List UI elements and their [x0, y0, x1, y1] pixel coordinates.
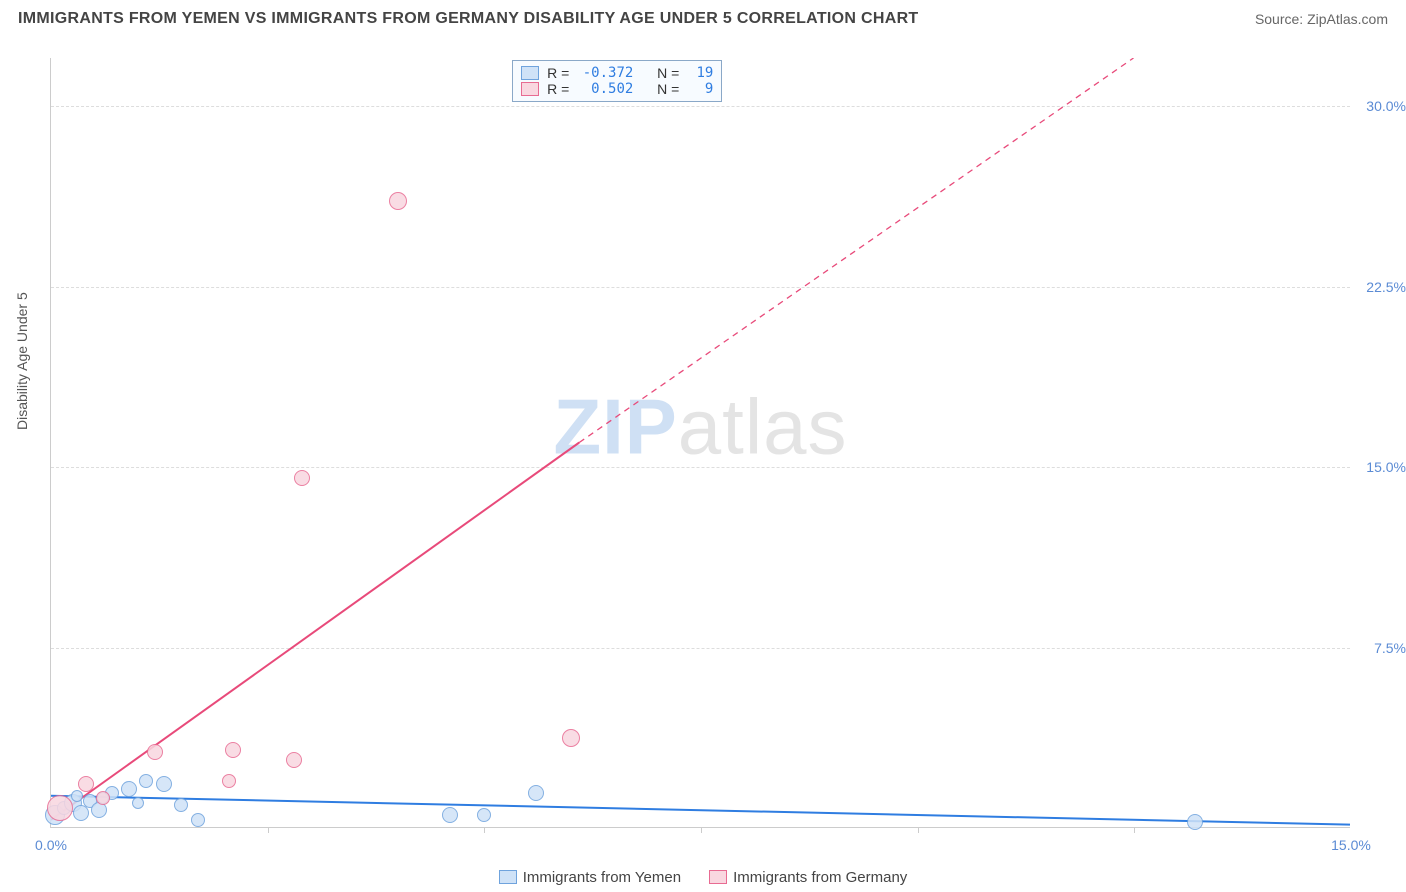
legend-label: Immigrants from Yemen — [523, 869, 681, 886]
legend-swatch — [709, 870, 727, 884]
data-point — [174, 798, 188, 812]
data-point — [389, 192, 407, 210]
x-tick-label: 15.0% — [1331, 837, 1371, 853]
data-point — [139, 774, 153, 788]
data-point — [294, 470, 310, 486]
gridline — [51, 287, 1350, 288]
data-point — [286, 752, 302, 768]
legend-label: Immigrants from Germany — [733, 869, 907, 886]
y-tick-label: 30.0% — [1354, 98, 1406, 114]
n-label: N = — [657, 65, 679, 81]
n-value: 19 — [687, 65, 713, 81]
data-point — [71, 790, 83, 802]
legend-item: Immigrants from Yemen — [499, 869, 681, 886]
y-tick-label: 22.5% — [1354, 279, 1406, 295]
legend-swatch — [521, 82, 539, 96]
gridline — [51, 467, 1350, 468]
watermark: ZIPatlas — [553, 382, 847, 473]
data-point — [225, 742, 241, 758]
chart-source: Source: ZipAtlas.com — [1255, 11, 1388, 27]
y-tick-label: 7.5% — [1354, 640, 1406, 656]
legend-swatch — [499, 870, 517, 884]
legend-stat-row: R = 0.502 N = 9 — [521, 81, 713, 97]
data-point — [147, 744, 163, 760]
x-tick-mark — [484, 827, 485, 833]
x-tick-mark — [918, 827, 919, 833]
gridline — [51, 648, 1350, 649]
data-point — [222, 774, 236, 788]
chart-plot-area: ZIPatlas 7.5%15.0%22.5%30.0%0.0%15.0%R =… — [50, 58, 1350, 828]
r-value: -0.372 — [577, 65, 633, 81]
data-point — [442, 807, 458, 823]
y-axis-label: Disability Age Under 5 — [14, 292, 30, 430]
data-point — [156, 776, 172, 792]
legend-stats: R = -0.372 N = 19 R = 0.502 N = 9 — [512, 60, 722, 102]
n-label: N = — [657, 81, 679, 97]
trendlines — [51, 58, 1350, 827]
x-tick-mark — [1134, 827, 1135, 833]
data-point — [528, 785, 544, 801]
r-label: R = — [547, 65, 569, 81]
gridline — [51, 106, 1350, 107]
data-point — [191, 813, 205, 827]
data-point — [1187, 814, 1203, 830]
data-point — [477, 808, 491, 822]
x-tick-mark — [701, 827, 702, 833]
y-tick-label: 15.0% — [1354, 459, 1406, 475]
x-tick-label: 0.0% — [35, 837, 67, 853]
data-point — [78, 776, 94, 792]
data-point — [121, 781, 137, 797]
x-tick-mark — [268, 827, 269, 833]
chart-title: IMMIGRANTS FROM YEMEN VS IMMIGRANTS FROM… — [18, 10, 919, 28]
legend-swatch — [521, 66, 539, 80]
data-point — [96, 791, 110, 805]
data-point — [132, 797, 144, 809]
legend-stat-row: R = -0.372 N = 19 — [521, 65, 713, 81]
data-point — [562, 729, 580, 747]
r-value: 0.502 — [577, 81, 633, 97]
legend-item: Immigrants from Germany — [709, 869, 907, 886]
data-point — [47, 795, 73, 821]
n-value: 9 — [687, 81, 713, 97]
legend-bottom: Immigrants from Yemen Immigrants from Ger… — [0, 869, 1406, 889]
r-label: R = — [547, 81, 569, 97]
